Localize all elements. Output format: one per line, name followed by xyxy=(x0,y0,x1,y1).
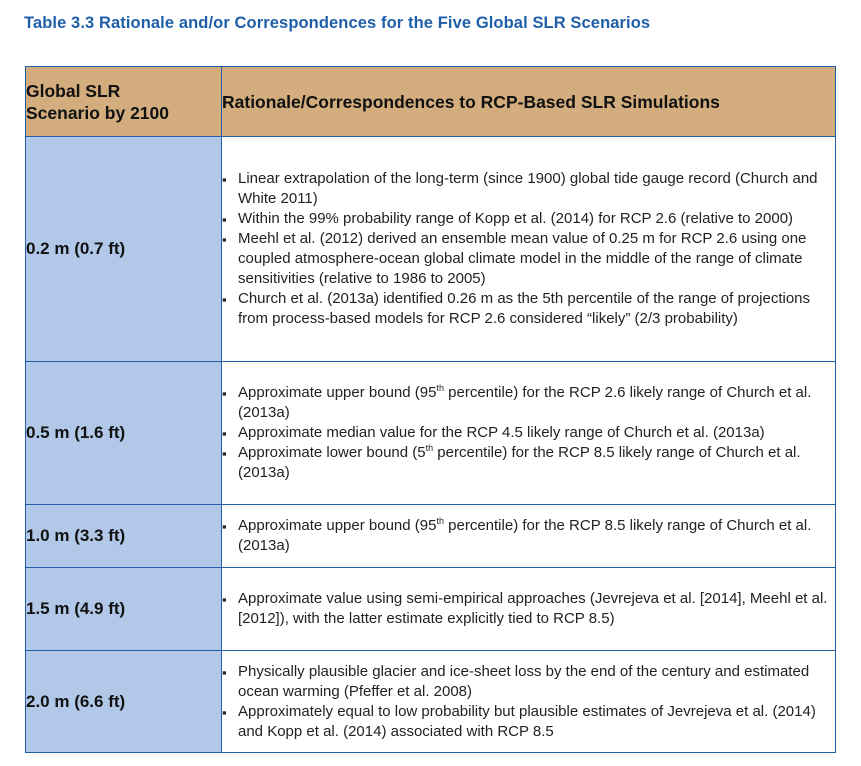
bullet-text: Meehl et al. (2012) derived an ensemble … xyxy=(238,230,807,287)
list-item: ▪ Church et al. (2013a) identified 0.26 m… xyxy=(222,289,835,329)
rationale-list: ▪ Physically plausible glacier and ice-sh… xyxy=(222,662,835,742)
bullet-text-pre: Approximate lower bound (5 xyxy=(238,444,426,461)
bullet-icon: ▪ xyxy=(222,519,227,534)
bullet-icon: ▪ xyxy=(222,386,227,401)
list-item: ▪ Approximate upper bound (95th percentil… xyxy=(222,516,835,556)
table-row: 1.5 m (4.9 ft) ▪ Approximate value using … xyxy=(25,567,836,651)
slr-scenarios-table: Global SLR Scenario by 2100 Rationale/Co… xyxy=(25,66,836,753)
rationale-list: ▪ Approximate upper bound (95th percentil… xyxy=(222,383,835,483)
scenario-cell: 1.0 m (3.3 ft) xyxy=(25,504,222,568)
list-item: ▪ Within the 99% probability range of Kop… xyxy=(222,209,835,229)
scenario-cell: 0.2 m (0.7 ft) xyxy=(25,136,222,362)
bullet-icon: ▪ xyxy=(222,232,227,247)
header-scenario-line1: Global SLR xyxy=(26,80,121,101)
bullet-icon: ▪ xyxy=(222,704,227,720)
bullet-text-sup: th xyxy=(425,443,434,453)
rationale-cell: ▪ Linear extrapolation of the long-term (… xyxy=(221,136,836,362)
bullet-text-post: percentile) for the RCP 8.5 likely range… xyxy=(238,517,812,554)
bullet-icon: ▪ xyxy=(222,292,227,307)
bullet-text-post: percentile) for the RCP 8.5 likely range… xyxy=(238,444,801,481)
bullet-text: Within the 99% probability range of Kopp… xyxy=(238,210,794,227)
table-header-row: Global SLR Scenario by 2100 Rationale/Co… xyxy=(25,66,836,137)
bullet-text: Church et al. (2013a) identified 0.26 m … xyxy=(238,290,811,327)
bullet-icon: ▪ xyxy=(222,446,227,461)
list-item: ▪ Linear extrapolation of the long-term (… xyxy=(222,169,835,209)
list-item: ▪ Approximate lower bound (5th percentile… xyxy=(222,443,835,483)
list-item: ▪ Approximately equal to low probability … xyxy=(222,702,835,742)
bullet-text-pre: Approximate median value for the RCP 4.5… xyxy=(238,424,765,441)
rationale-list: ▪ Approximate value using semi-empirical … xyxy=(222,589,835,629)
header-scenario-line2: Scenario by 2100 xyxy=(26,102,169,123)
list-item: ▪ Meehl et al. (2012) derived an ensemble… xyxy=(222,229,835,289)
bullet-text-post: percentile) for the RCP 2.6 likely range… xyxy=(238,384,812,421)
list-item: ▪ Approximate value using semi-empirical … xyxy=(222,589,835,629)
bullet-icon: ▪ xyxy=(222,664,227,680)
list-item: ▪ Approximate median value for the RCP 4.… xyxy=(222,423,835,443)
header-scenario: Global SLR Scenario by 2100 xyxy=(25,66,222,137)
list-item: ▪ Approximate upper bound (95th percentil… xyxy=(222,383,835,423)
rationale-cell: ▪ Approximate upper bound (95th percentil… xyxy=(221,361,836,505)
table-row: 0.2 m (0.7 ft) ▪ Linear extrapolation of … xyxy=(25,136,836,362)
rationale-cell: ▪ Approximate upper bound (95th percentil… xyxy=(221,504,836,568)
bullet-text-pre: Approximate upper bound (95 xyxy=(238,517,437,534)
header-rationale: Rationale/Correspondences to RCP-Based S… xyxy=(221,66,836,137)
scenario-cell: 2.0 m (6.6 ft) xyxy=(25,650,222,753)
bullet-text-sup: th xyxy=(436,383,444,393)
bullet-text-sup: th xyxy=(436,516,444,526)
bullet-icon: ▪ xyxy=(222,426,227,441)
bullet-icon: ▪ xyxy=(222,212,227,227)
bullet-icon: ▪ xyxy=(222,592,227,607)
scenario-cell: 0.5 m (1.6 ft) xyxy=(25,361,222,505)
table-row: 1.0 m (3.3 ft) ▪ Approximate upper bound … xyxy=(25,504,836,568)
rationale-cell: ▪ Approximate value using semi-empirical … xyxy=(221,567,836,651)
rationale-list: ▪ Linear extrapolation of the long-term (… xyxy=(222,169,835,329)
bullet-text: Approximately equal to low probability b… xyxy=(238,702,816,740)
table-row: 0.5 m (1.6 ft) ▪ Approximate upper bound … xyxy=(25,361,836,505)
rationale-list: ▪ Approximate upper bound (95th percentil… xyxy=(222,516,835,556)
table-row: 2.0 m (6.6 ft) ▪ Physically plausible gla… xyxy=(25,650,836,753)
list-item: ▪ Physically plausible glacier and ice-sh… xyxy=(222,662,835,702)
rationale-cell: ▪ Physically plausible glacier and ice-sh… xyxy=(221,650,836,753)
bullet-text: Approximate value using semi-empirical a… xyxy=(238,590,828,627)
bullet-text: Linear extrapolation of the long-term (s… xyxy=(238,170,818,207)
table-caption: Table 3.3 Rationale and/or Correspondenc… xyxy=(24,14,651,32)
scenario-cell: 1.5 m (4.9 ft) xyxy=(25,567,222,651)
bullet-text-pre: Approximate upper bound (95 xyxy=(238,384,437,401)
bullet-icon: ▪ xyxy=(222,172,227,187)
bullet-text: Physically plausible glacier and ice-she… xyxy=(238,662,810,700)
